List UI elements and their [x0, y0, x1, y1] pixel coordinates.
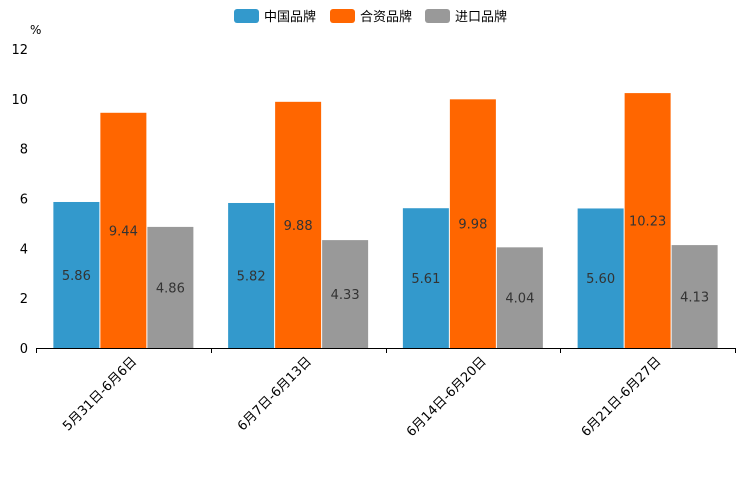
bar-1-3[interactable] [402, 208, 449, 348]
legend-label-2[interactable]: 合资品牌 [360, 9, 412, 25]
data-label: 9.44 [109, 224, 138, 239]
data-label: 4.13 [680, 291, 709, 306]
y-tick-label: 10 [11, 93, 28, 108]
y-tick-label: 0 [20, 342, 28, 357]
legend-label-1[interactable]: 中国品牌 [264, 9, 316, 25]
bar-2-3[interactable] [449, 99, 496, 348]
y-axis-unit-label: % [30, 23, 41, 37]
data-label: 5.60 [586, 272, 615, 287]
bar-1-2[interactable] [228, 202, 275, 348]
bar-3-2[interactable] [322, 240, 369, 348]
legend: 中国品牌 合资品牌 进口品牌 [234, 9, 507, 25]
bar-3-4[interactable] [671, 245, 718, 348]
data-label: 10.23 [629, 215, 666, 230]
y-tick-label: 6 [20, 193, 28, 208]
bar-2-1[interactable] [100, 112, 147, 348]
bars: 5.86 9.44 4.86 5.82 9.88 4.33 5.61 9.98 4.04 5.60… [53, 93, 718, 348]
bar-2-4[interactable] [624, 93, 671, 348]
data-label: 4.04 [505, 292, 534, 307]
legend-swatch-2[interactable] [330, 9, 355, 23]
y-tick-label: 2 [20, 292, 28, 307]
y-tick-label: 4 [20, 242, 28, 257]
x-tick-label: 5月31日-6月6日 [60, 354, 140, 434]
x-tick-label: 6月14日-6月20日 [404, 354, 490, 440]
y-tick-label: 8 [20, 143, 28, 158]
y-tick-label: 12 [11, 43, 28, 58]
legend-swatch-3[interactable] [425, 9, 450, 23]
bar-3-3[interactable] [496, 247, 543, 348]
y-axis: 0 2 4 6 8 10 12 [11, 43, 28, 357]
data-label: 9.88 [284, 219, 313, 234]
bar-1-1[interactable] [53, 201, 100, 348]
data-label: 5.82 [237, 269, 266, 284]
data-label: 9.98 [458, 218, 487, 233]
data-label: 5.86 [62, 269, 91, 284]
data-label: 4.33 [331, 288, 360, 303]
bar-1-4[interactable] [577, 208, 624, 348]
bar-3-1[interactable] [147, 226, 194, 348]
legend-swatch-1[interactable] [234, 9, 259, 23]
x-axis: 5月31日-6月6日 6月7日-6月13日 6月14日-6月20日 6月21日-6月2… [36, 348, 736, 440]
x-tick-label: 6月21日-6月27日 [579, 354, 665, 440]
x-tick-label: 6月7日-6月13日 [235, 354, 315, 434]
bar-2-2[interactable] [275, 101, 322, 348]
legend-label-3[interactable]: 进口品牌 [455, 9, 507, 25]
data-label: 5.61 [411, 272, 440, 287]
data-label: 4.86 [156, 281, 185, 296]
